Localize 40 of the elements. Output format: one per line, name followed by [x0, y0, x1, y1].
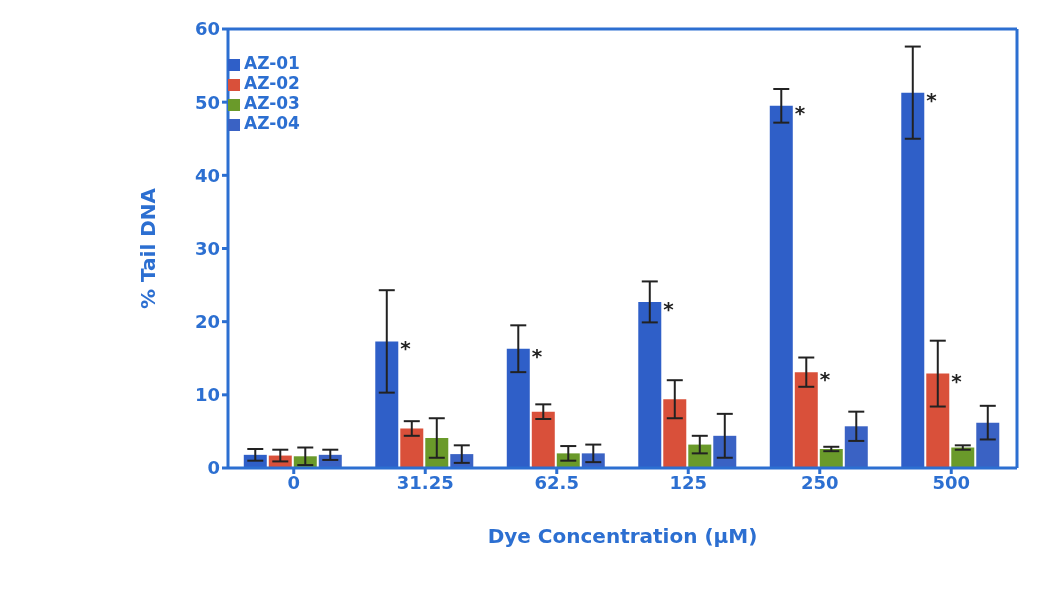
legend-label: AZ-04	[244, 113, 300, 133]
x-tick-label: 31.25	[396, 471, 454, 493]
y-tick-label: 20	[194, 311, 220, 333]
bar	[506, 348, 530, 468]
data-label: *	[400, 336, 412, 361]
x-axis-title: Dye Concentration (µM)	[487, 524, 758, 548]
bar	[375, 341, 399, 468]
x-tick-label: 0	[287, 471, 301, 493]
x-tick-label: 62.5	[534, 471, 579, 493]
bar	[976, 422, 1000, 468]
x-tick-label: 500	[932, 471, 971, 493]
bar	[400, 428, 424, 468]
bar	[951, 447, 975, 468]
bar	[663, 399, 687, 468]
bar	[638, 301, 662, 468]
y-tick-label: 10	[194, 384, 220, 406]
y-tick-label: 60	[194, 18, 220, 40]
data-label: *	[794, 100, 806, 125]
legend-label: AZ-01	[244, 53, 300, 73]
y-tick-label: 50	[194, 91, 220, 113]
x-tick-label: 250	[800, 471, 839, 493]
data-label: *	[951, 368, 963, 393]
data-label: *	[819, 367, 831, 392]
y-tick-label: 30	[194, 237, 220, 259]
bar	[769, 105, 793, 468]
legend-label: AZ-03	[244, 93, 300, 113]
data-label: *	[663, 296, 675, 321]
bar	[901, 92, 925, 468]
y-tick-label: 0	[207, 457, 220, 479]
bar	[844, 426, 868, 468]
y-axis-title: % Tail DNA	[136, 187, 161, 310]
bar	[794, 372, 818, 468]
y-tick-label: 40	[194, 164, 220, 186]
legend-label: AZ-02	[244, 73, 300, 93]
bar	[926, 373, 950, 468]
bar	[819, 448, 843, 468]
bar	[531, 411, 555, 468]
x-tick-label: 125	[669, 471, 708, 493]
data-label: *	[926, 87, 938, 112]
data-label: *	[531, 343, 543, 368]
